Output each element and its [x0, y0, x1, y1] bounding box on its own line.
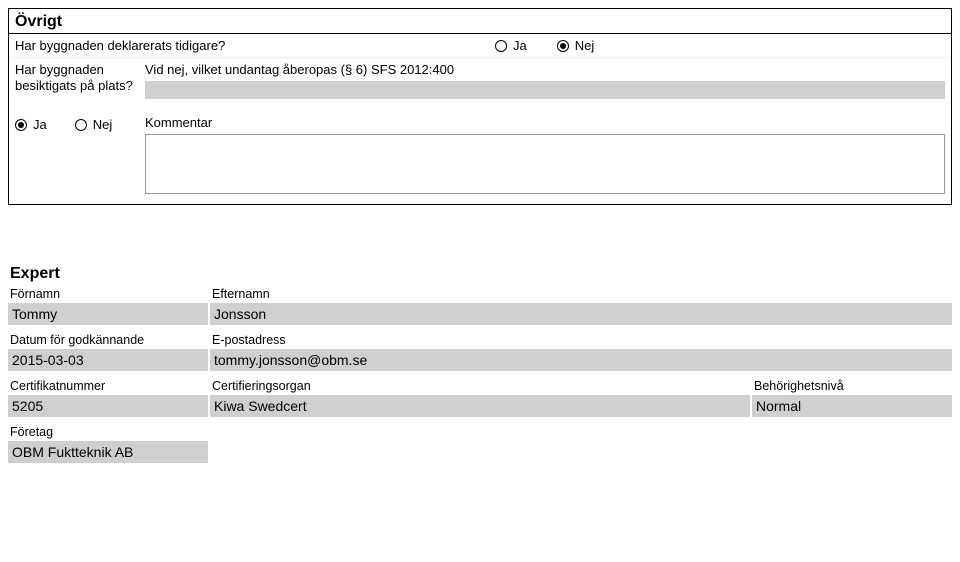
q2-left-label: Har byggnaden besiktigats på plats? [9, 58, 139, 105]
q2-right: Vid nej, vilket undantag åberopas (§ 6) … [139, 58, 951, 105]
expert-row-name: Förnamn Tommy Efternamn Jonsson [8, 285, 952, 325]
level-col: Behörighetsnivå Normal [752, 377, 952, 417]
q3-right: Kommentar [145, 115, 945, 194]
radio-icon [75, 119, 87, 131]
radio-icon [495, 40, 507, 52]
cert-label: Certifikatnummer [8, 377, 208, 395]
datum-label: Datum för godkännande [8, 331, 208, 349]
q1-nej-radio[interactable]: Nej [557, 38, 595, 53]
q1-ja-label: Ja [513, 38, 527, 53]
datum-value: 2015-03-03 [8, 349, 208, 371]
q1-ja-radio[interactable]: Ja [495, 38, 527, 53]
cert-value: 5205 [8, 395, 208, 417]
kommentar-input[interactable] [145, 134, 945, 194]
q3-options: Ja Nej [15, 115, 145, 194]
q3-ja-label: Ja [33, 117, 47, 132]
company-col: Företag OBM Fuktteknik AB [8, 423, 208, 463]
ovrigt-section: Övrigt Har byggnaden deklarerats tidigar… [8, 8, 952, 205]
datum-col: Datum för godkännande 2015-03-03 [8, 331, 208, 371]
org-label: Certifieringsorgan [210, 377, 750, 395]
level-label: Behörighetsnivå [752, 377, 952, 395]
email-label: E-postadress [210, 331, 952, 349]
email-value: tommy.jonsson@obm.se [210, 349, 952, 371]
radio-icon [15, 119, 27, 131]
q3-nej-label: Nej [93, 117, 113, 132]
company-label: Företag [8, 423, 208, 441]
expert-section: Expert Förnamn Tommy Efternamn Jonsson D… [8, 265, 952, 463]
cert-col: Certifikatnummer 5205 [8, 377, 208, 417]
q2-input[interactable] [145, 81, 945, 99]
kommentar-label: Kommentar [145, 115, 945, 130]
email-col: E-postadress tommy.jonsson@obm.se [210, 331, 952, 371]
efternamn-col: Efternamn Jonsson [210, 285, 952, 325]
ovrigt-title: Övrigt [9, 9, 951, 34]
radio-icon [557, 40, 569, 52]
expert-row-date: Datum för godkännande 2015-03-03 E-posta… [8, 331, 952, 371]
expert-row-company: Företag OBM Fuktteknik AB [8, 423, 952, 463]
expert-title: Expert [8, 265, 952, 283]
efternamn-label: Efternamn [210, 285, 952, 303]
q1-label: Har byggnaden deklarerats tidigare? [9, 34, 489, 57]
fornamn-label: Förnamn [8, 285, 208, 303]
expert-row-cert: Certifikatnummer 5205 Certifieringsorgan… [8, 377, 952, 417]
q1-options: Ja Nej [489, 34, 600, 57]
q3-row: Ja Nej Kommentar [9, 105, 951, 204]
q1-nej-label: Nej [575, 38, 595, 53]
level-value: Normal [752, 395, 952, 417]
q2-row: Har byggnaden besiktigats på plats? Vid … [9, 58, 951, 105]
q1-row: Har byggnaden deklarerats tidigare? Ja N… [9, 34, 951, 58]
fornamn-value: Tommy [8, 303, 208, 325]
efternamn-value: Jonsson [210, 303, 952, 325]
q3-nej-radio[interactable]: Nej [75, 117, 113, 132]
org-col: Certifieringsorgan Kiwa Swedcert [210, 377, 750, 417]
fornamn-col: Förnamn Tommy [8, 285, 208, 325]
company-value: OBM Fuktteknik AB [8, 441, 208, 463]
q3-ja-radio[interactable]: Ja [15, 117, 47, 132]
q2-right-label: Vid nej, vilket undantag åberopas (§ 6) … [145, 62, 945, 77]
org-value: Kiwa Swedcert [210, 395, 750, 417]
